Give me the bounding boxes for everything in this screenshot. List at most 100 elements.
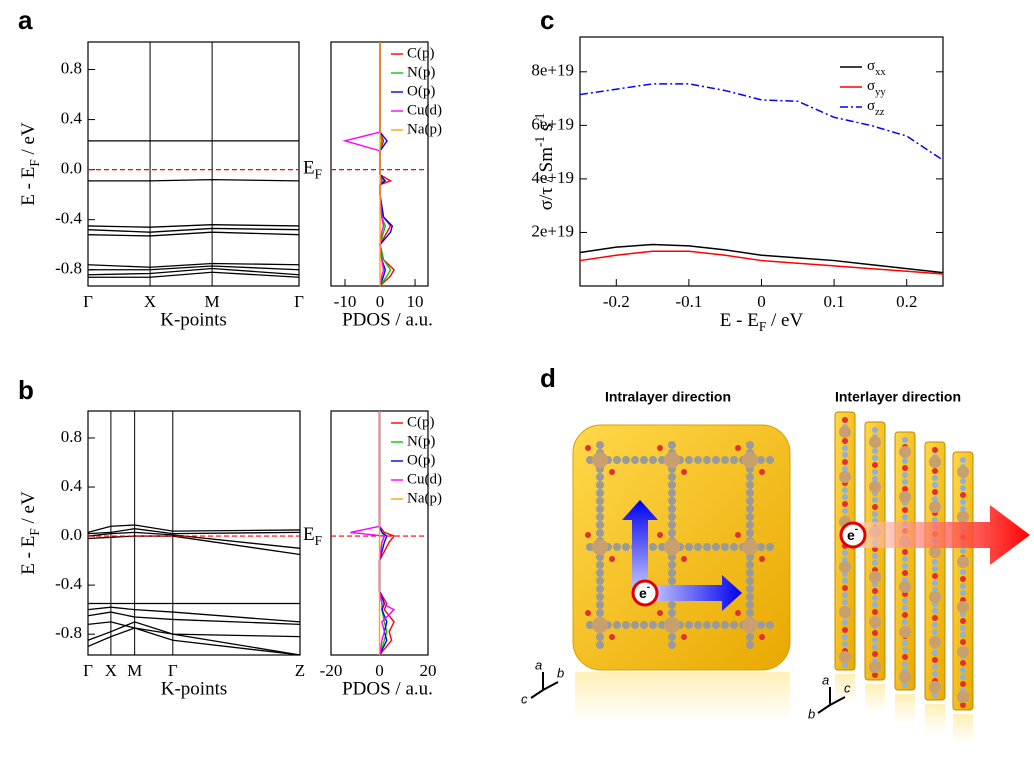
atom xyxy=(872,462,878,468)
band-line xyxy=(87,535,301,556)
axis-arrows xyxy=(817,687,846,714)
atom xyxy=(902,605,908,611)
atom xyxy=(872,637,878,643)
y-tick-label: 0.0 xyxy=(61,525,82,544)
atom xyxy=(746,489,754,497)
text-part: F xyxy=(315,533,322,548)
atom xyxy=(681,469,687,475)
atom xyxy=(592,617,608,633)
atom xyxy=(759,469,765,475)
reflection xyxy=(925,704,945,734)
band-line xyxy=(88,265,300,271)
atom xyxy=(932,468,938,474)
atom xyxy=(668,473,676,481)
text-part: yy xyxy=(875,87,886,98)
y-tick-label: 2e+19 xyxy=(531,221,574,240)
legend-label: C(p) xyxy=(407,45,435,61)
atom xyxy=(869,616,881,628)
atom xyxy=(596,577,604,585)
atom xyxy=(596,481,604,489)
atom xyxy=(932,622,938,628)
atom xyxy=(664,617,680,633)
text-part: - xyxy=(855,524,858,535)
x-tick-label: -10 xyxy=(334,292,357,311)
x-axis-label: PDOS / a.u. xyxy=(342,678,433,699)
atom xyxy=(596,601,604,609)
text-part: xx xyxy=(875,67,886,78)
atom xyxy=(746,481,754,489)
atom xyxy=(596,513,604,521)
reflection xyxy=(865,684,885,714)
y-tick-label: -0.8 xyxy=(55,259,82,278)
atom xyxy=(932,566,938,572)
atom xyxy=(657,532,663,538)
atom xyxy=(596,585,604,593)
atom xyxy=(872,427,878,433)
atom xyxy=(613,456,621,464)
diagram-title: Interlayer direction xyxy=(835,389,961,405)
y-axis-label: E - EF / eV xyxy=(18,122,42,206)
fermi-label: EF xyxy=(303,158,322,182)
atom xyxy=(842,550,848,556)
legend-label: N(p) xyxy=(407,433,435,449)
atom xyxy=(668,561,676,569)
atom xyxy=(929,636,941,648)
legend-label: σyy xyxy=(867,78,886,98)
text-part: E xyxy=(303,524,315,545)
atom xyxy=(668,481,676,489)
atom xyxy=(622,621,630,629)
atom xyxy=(766,456,774,464)
atom xyxy=(932,608,938,614)
atom xyxy=(902,570,908,576)
atom xyxy=(664,539,680,555)
legend-label: σxx xyxy=(867,58,886,78)
atom xyxy=(960,674,966,680)
band-line xyxy=(87,627,301,656)
y-tick-label: 0.4 xyxy=(61,476,83,495)
atom xyxy=(596,609,604,617)
atom xyxy=(668,553,676,561)
text-part: F xyxy=(759,319,766,334)
atom xyxy=(640,456,648,464)
atom xyxy=(586,456,594,464)
atom xyxy=(872,644,878,650)
legend-label: O(p) xyxy=(407,83,435,99)
y-axis-label: σ/τ / Sm-1 s-1 xyxy=(532,113,557,211)
atom xyxy=(902,682,908,688)
atom xyxy=(668,609,676,617)
atom xyxy=(668,513,676,521)
atom xyxy=(902,563,908,569)
text-part: F xyxy=(27,528,42,535)
atom xyxy=(746,577,754,585)
x-tick-label: Γ xyxy=(294,292,304,311)
atom xyxy=(872,497,878,503)
atom xyxy=(929,546,941,558)
atom xyxy=(960,681,966,687)
atom xyxy=(596,441,604,449)
atom xyxy=(960,625,966,631)
atom xyxy=(960,618,966,624)
atom xyxy=(596,497,604,505)
atom xyxy=(721,456,729,464)
atom xyxy=(730,543,738,551)
atom xyxy=(657,610,663,616)
axis-arrows xyxy=(530,672,559,699)
atom xyxy=(932,664,938,670)
atom xyxy=(640,621,648,629)
atom xyxy=(960,457,966,463)
atom xyxy=(613,621,621,629)
atom xyxy=(872,588,878,594)
atom xyxy=(746,505,754,513)
atom xyxy=(842,620,848,626)
atom xyxy=(730,621,738,629)
atom xyxy=(932,573,938,579)
text-part: e xyxy=(847,527,855,543)
plot-frame xyxy=(579,36,944,287)
atom xyxy=(622,456,630,464)
legend-label: C(p) xyxy=(407,414,435,430)
atom xyxy=(596,593,604,601)
atom xyxy=(842,459,848,465)
atom xyxy=(586,621,594,629)
atom xyxy=(872,476,878,482)
y-tick-label: 6e+19 xyxy=(531,114,574,133)
